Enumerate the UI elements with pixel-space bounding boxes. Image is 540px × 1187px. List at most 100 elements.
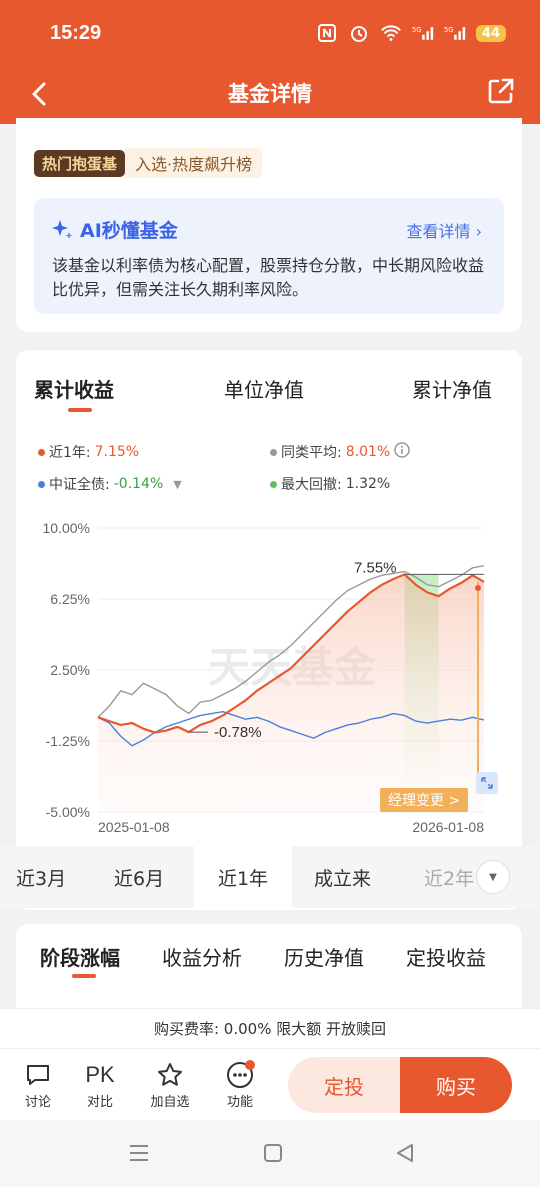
tab-return-analysis[interactable]: 收益分析 (162, 946, 242, 970)
manager-change-label: 经理变更 > (388, 793, 461, 809)
legend-fund-value: 7.15% (94, 444, 140, 460)
end-point (475, 584, 481, 591)
legend-fund-label: 近1年: (49, 445, 91, 461)
period-1y[interactable]: 近1年 (194, 846, 292, 908)
y-tick-label: 6.25% (50, 591, 90, 607)
nav-bar: 基金详情 (0, 66, 540, 124)
legend-peer-label: 同类平均: (281, 445, 342, 461)
y-tick-label: -1.25% (46, 733, 90, 749)
svg-text:5G: 5G (412, 26, 422, 34)
ai-detail-label: 查看详情 (406, 222, 471, 241)
system-nav-bar (0, 1120, 540, 1187)
legend-peer-value: 8.01% (345, 444, 391, 460)
series-line-1 (97, 564, 485, 718)
period-tabs: 近3月 近6月 近1年 成立来 近2年 ▼ (0, 846, 540, 908)
manager-change-badge[interactable]: 经理变更 > (380, 788, 469, 812)
fund-area-fill (98, 574, 484, 812)
legend-bench-value: -0.14% (113, 476, 164, 492)
legend-drawdown-value: 1.32% (345, 476, 391, 492)
legend-dot-fund (38, 448, 45, 456)
compare-label: 对比 (86, 1095, 113, 1110)
back-triangle-icon[interactable] (394, 1142, 416, 1168)
min-label: -0.78% (214, 724, 262, 741)
buy-button[interactable]: 购买 (400, 1057, 512, 1113)
back-button[interactable] (22, 76, 58, 112)
status-time: 15:29 (50, 22, 102, 44)
analysis-card: 阶段涨幅 收益分析 历史净值 定投收益 (16, 924, 522, 1014)
hot-badge: 热门抱蛋基 (34, 149, 126, 177)
chart-tabs: 累计收益 单位净值 累计净值 (16, 368, 522, 418)
expand-icon (481, 777, 493, 789)
sip-button[interactable]: 定投 (288, 1057, 400, 1113)
series-lines (97, 564, 485, 747)
tab-stage-return[interactable]: 阶段涨幅 (40, 946, 120, 970)
chat-icon (10, 1059, 66, 1091)
expand-chart-button[interactable] (476, 772, 498, 794)
tab-unit-nav[interactable]: 单位净值 (224, 378, 304, 402)
pk-icon: PK (85, 1062, 115, 1087)
ai-title-text: AI秒懂基金 (80, 220, 178, 242)
more-functions-icon (212, 1059, 268, 1091)
functions-label: 功能 (226, 1095, 253, 1110)
period-6m[interactable]: 近6月 (114, 868, 165, 890)
ai-detail-link[interactable]: 查看详情 › (406, 218, 482, 242)
tab-cumulative-return[interactable]: 累计收益 (34, 378, 114, 402)
y-axis-ticks: 10.00% 6.25% 2.50% -1.25% -5.00% (43, 520, 90, 820)
add-watchlist-label: 加自选 (150, 1095, 190, 1110)
star-icon (142, 1059, 198, 1091)
y-tick-label: -5.00% (46, 804, 90, 820)
legend-dot-drawdown (270, 480, 277, 488)
hot-rank-text: 入选·热度飙升榜 (125, 148, 263, 178)
x-tick-label: 2026-01-08 (412, 819, 484, 832)
x-tick-label: 2025-01-08 (98, 819, 170, 832)
signal-5g-icon-2: 5G (444, 22, 466, 44)
share-button[interactable] (486, 76, 516, 106)
discuss-button[interactable]: 讨论 (10, 1059, 66, 1110)
legend-dot-benchmark (38, 480, 45, 488)
status-icons: 5G 5G 44 (316, 22, 506, 44)
app-header: 15:29 5G 5G 44 基金详情 (0, 0, 540, 124)
series-line-0 (97, 573, 485, 734)
home-icon[interactable] (262, 1142, 284, 1168)
action-bar: 讨论 PK 对比 加自选 功能 定投 购买 (0, 1048, 540, 1120)
tab-sip-return[interactable]: 定投收益 (406, 946, 486, 970)
compare-button[interactable]: PK 对比 (72, 1059, 128, 1110)
menu-icon[interactable] (128, 1142, 150, 1168)
sub-tab-underline (72, 974, 96, 978)
status-bar: 15:29 5G 5G 44 (0, 0, 540, 66)
return-chart[interactable]: 10.00%6.25%2.50%-1.25%-5.00% 天天基金 7.55%-… (0, 512, 540, 832)
add-watchlist-button[interactable]: 加自选 (142, 1059, 198, 1110)
hot-tag[interactable]: 热门抱蛋基 入选·热度飙升榜 (34, 148, 263, 178)
tab-accum-nav[interactable]: 累计净值 (412, 378, 492, 402)
ai-title: AI秒懂基金 (50, 216, 178, 243)
nfc-icon (316, 22, 338, 44)
period-2y[interactable]: 近2年 (424, 868, 475, 890)
x-axis-ticks: 2025-01-08 2026-01-08 (98, 819, 484, 832)
legend-peer: 同类平均: 8.01% (270, 442, 410, 462)
caret-down-icon: ▼ (173, 477, 182, 491)
series-line-2 (97, 710, 485, 747)
ai-summary-box[interactable]: AI秒懂基金 查看详情 › 该基金以利率债为核心配置，股票持仓分散，中长期风险收… (34, 198, 504, 314)
period-3m[interactable]: 近3月 (16, 868, 67, 890)
fee-info: 购买费率: 0.00% 限大额 开放赎回 (0, 1008, 540, 1048)
y-tick-label: 2.50% (50, 662, 90, 678)
period-since-inception[interactable]: 成立来 (314, 868, 372, 890)
ai-description: 该基金以利率债为核心配置，股票持仓分散，中长期风险收益比优异，但需关注长久期利率… (52, 256, 485, 299)
alarm-icon (348, 22, 370, 44)
legend-fund: 近1年: 7.15% (38, 442, 139, 462)
legend-benchmark[interactable]: 中证全债: -0.14% ▼ (38, 474, 182, 494)
wifi-icon (380, 22, 402, 44)
functions-button[interactable]: 功能 (212, 1059, 268, 1110)
svg-text:5G: 5G (444, 26, 454, 34)
y-tick-label: 10.00% (43, 520, 90, 536)
tab-history-nav[interactable]: 历史净值 (284, 946, 364, 970)
legend-drawdown: 最大回撤: 1.32% (270, 474, 390, 494)
tab-underline (68, 408, 92, 412)
signal-5g-icon: 5G (412, 22, 434, 44)
battery-indicator: 44 (475, 24, 506, 42)
info-icon[interactable] (394, 442, 410, 462)
caret-down-icon: ▼ (489, 871, 497, 883)
share-icon (488, 78, 514, 104)
period-more-button[interactable]: ▼ (476, 860, 510, 894)
discuss-label: 讨论 (24, 1095, 51, 1110)
